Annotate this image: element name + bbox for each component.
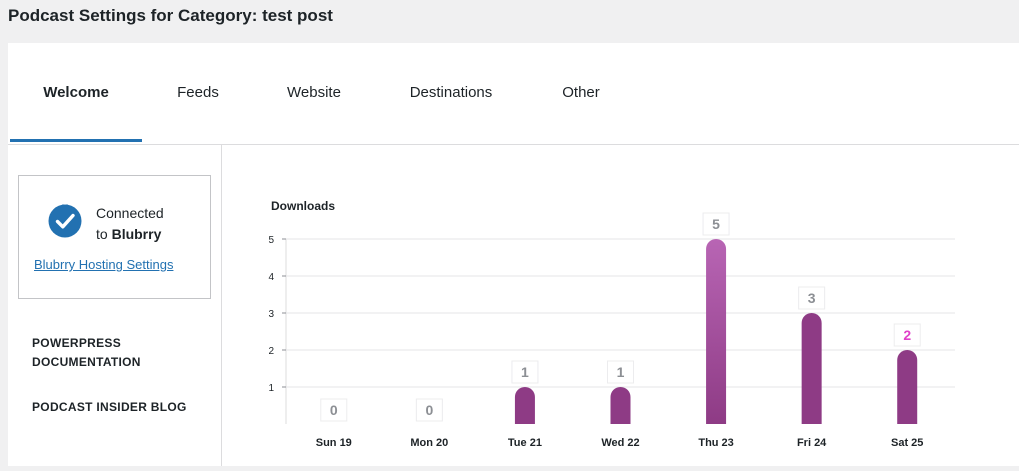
downloads-chart: Downloads 1 2 3 4 5 0 0 1 1 5 3 2 Sun 19 Mon 20 Tue …	[222, 145, 1019, 466]
y-tick-label: 3	[268, 309, 274, 320]
tab-website[interactable]: Website	[287, 84, 341, 101]
x-tick-label: Fri 24	[797, 437, 827, 449]
data-label: 5	[712, 216, 720, 232]
data-label-box	[320, 398, 348, 422]
verified-badge-icon	[47, 202, 83, 238]
powerpress-documentation-link[interactable]: POWERPRESS DOCUMENTATION	[32, 336, 141, 369]
x-tick-label: Wed 22	[601, 437, 639, 449]
y-tick-label: 4	[268, 272, 274, 283]
y-tick-label: 5	[268, 235, 274, 246]
data-label: 0	[425, 402, 433, 418]
connection-status-prefix: to	[96, 226, 112, 242]
x-tick-label: Sun 19	[316, 437, 352, 449]
chart-bar[interactable]	[706, 239, 727, 424]
podcast-insider-blog-link[interactable]: PODCAST INSIDER BLOG	[32, 400, 187, 414]
chart-bar[interactable]	[801, 313, 822, 424]
data-label: 1	[617, 364, 625, 380]
data-label-box	[415, 398, 443, 422]
data-label-box	[893, 323, 921, 347]
y-axis: 1 2 3 4 5	[268, 235, 274, 394]
x-tick-label: Mon 20	[410, 437, 448, 449]
data-label: 0	[330, 402, 338, 418]
tab-welcome[interactable]: Welcome	[10, 43, 142, 142]
data-label-box	[702, 212, 730, 236]
page-title: Podcast Settings for Category: test post	[8, 6, 333, 25]
connection-status-line1: Connected	[96, 205, 164, 221]
hosting-settings-link[interactable]: Blubrry Hosting Settings	[34, 257, 174, 272]
data-label: 3	[808, 290, 816, 306]
data-label-box	[511, 360, 539, 384]
tab-destinations[interactable]: Destinations	[409, 84, 493, 101]
connection-status-text: Connected to Blubrry	[96, 203, 164, 245]
downloads-chart-svg: Downloads 1 2 3 4 5 0 0 1 1 5 3 2 Sun 19 Mon 20 Tue …	[268, 199, 955, 449]
data-label: 1	[521, 364, 529, 380]
x-axis: Sun 19 Mon 20 Tue 21 Wed 22 Thu 23 Fri 24 Sat …	[316, 437, 924, 449]
data-label-box	[607, 360, 634, 384]
chart-bar[interactable]	[610, 387, 631, 424]
tab-feeds[interactable]: Feeds	[177, 84, 219, 101]
tab-bar: Welcome Feeds Website Destinations Other	[8, 43, 1019, 145]
data-label-box	[798, 286, 826, 310]
data-label: 2	[903, 327, 911, 343]
chart-grid	[282, 238, 955, 424]
x-tick-label: Sat 25	[891, 437, 923, 449]
chart-title: Downloads	[271, 199, 335, 213]
tab-other[interactable]: Other	[562, 84, 600, 101]
brand-name: Blubrry	[111, 226, 162, 242]
sidebar: Connected to Blubrry Blubrry Hosting Set…	[8, 145, 222, 466]
chart-bars: 0 0 1 1 5 3 2	[320, 212, 921, 424]
connection-status-card: Connected to Blubrry Blubrry Hosting Set…	[18, 175, 211, 299]
chart-bar[interactable]	[897, 350, 918, 424]
y-tick-label: 2	[268, 346, 274, 357]
chart-bar[interactable]	[514, 387, 535, 424]
x-tick-label: Tue 21	[508, 437, 542, 449]
y-tick-label: 1	[268, 383, 274, 394]
settings-panel: Welcome Feeds Website Destinations Other…	[8, 43, 1019, 466]
x-tick-label: Thu 23	[698, 437, 733, 449]
